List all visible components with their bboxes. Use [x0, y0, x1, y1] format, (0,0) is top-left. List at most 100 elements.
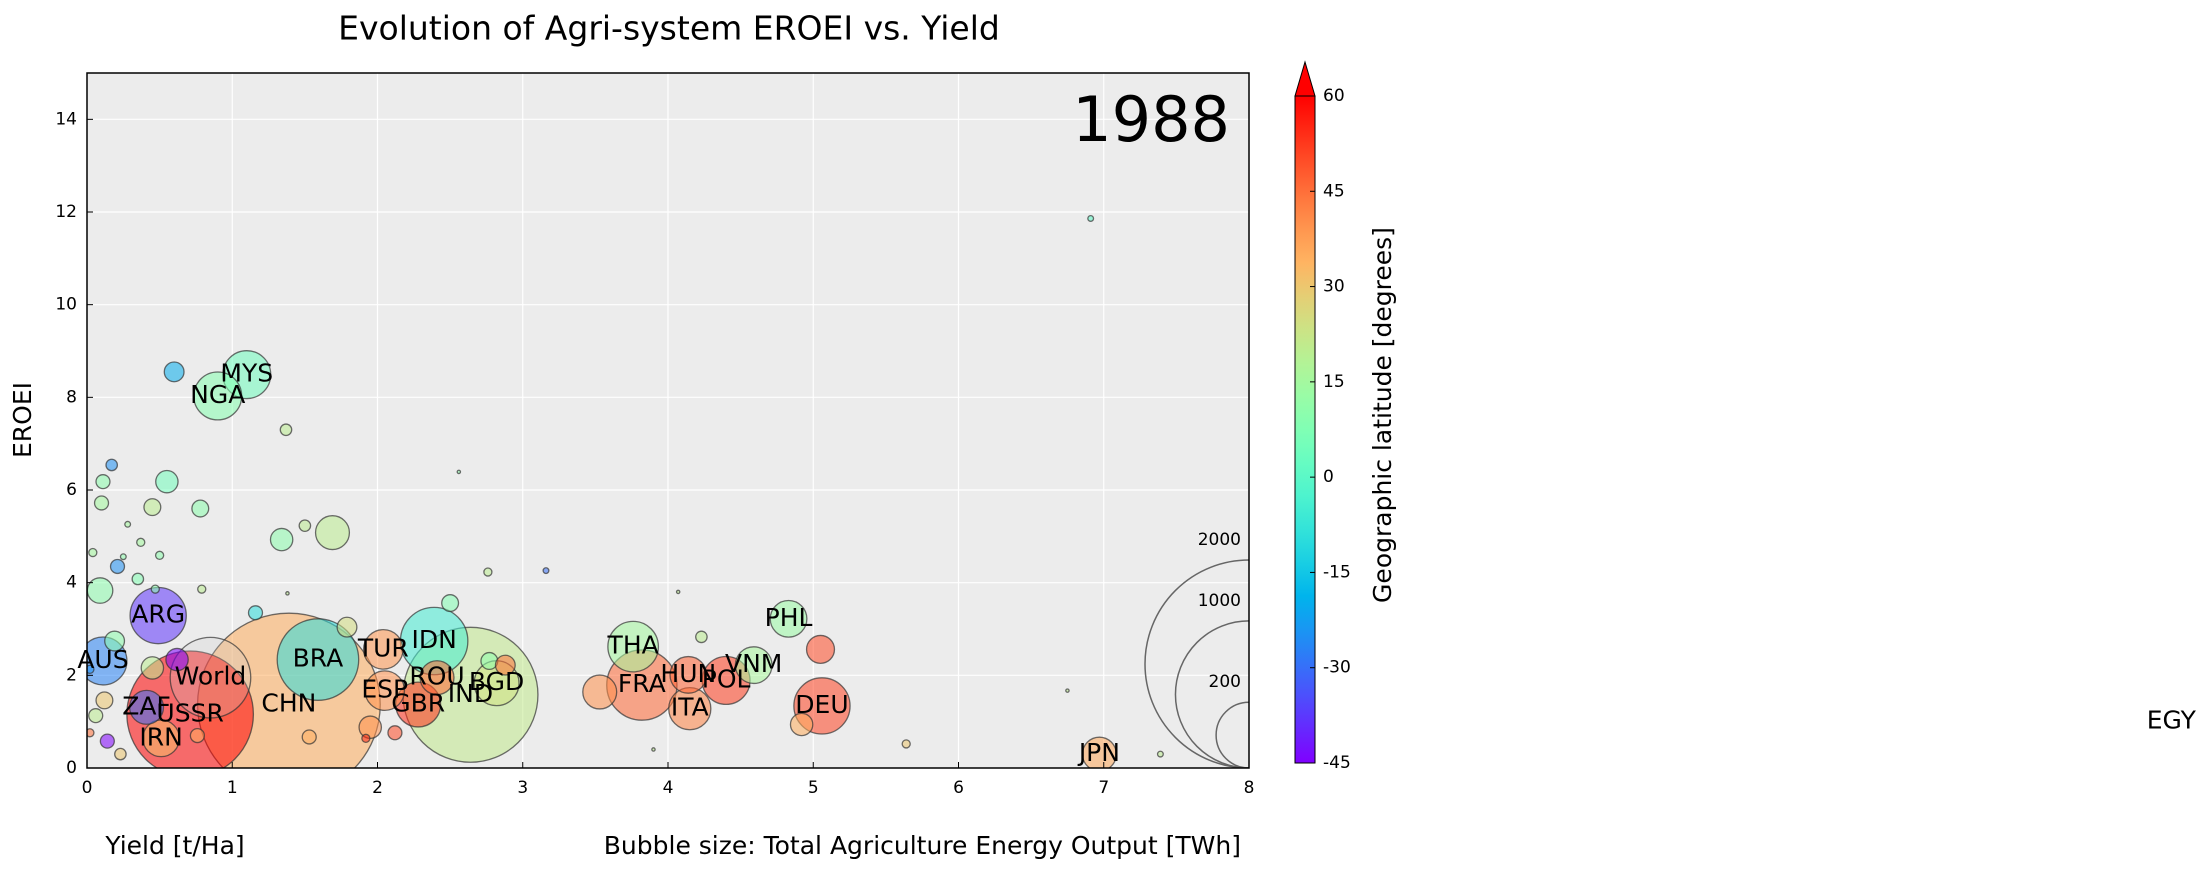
y-tick-label: 0	[66, 758, 77, 778]
bubble	[314, 515, 351, 551]
bubble	[542, 567, 550, 575]
bubble	[269, 527, 294, 552]
bubble	[88, 547, 98, 558]
bubble-label: JPN	[1077, 738, 1120, 767]
bubble-label: ESP	[361, 675, 408, 704]
colorbar-tick-label: 0	[1323, 467, 1334, 487]
size-label: Bubble size: Total Agriculture Energy Ou…	[604, 831, 1241, 860]
bubble-label: IDN	[411, 625, 456, 654]
size-legend-label: 2000	[1198, 530, 1241, 550]
bubble-label: IND	[448, 679, 493, 708]
bubble	[105, 458, 119, 472]
bubble	[95, 474, 111, 490]
bubble-label: CHN	[261, 689, 316, 718]
bubble	[364, 670, 406, 712]
bubble-label: DEU	[795, 690, 848, 719]
bubble	[1156, 750, 1164, 758]
bubble	[114, 747, 127, 761]
colorbar-tick-label: 45	[1323, 181, 1345, 201]
bubble	[279, 423, 293, 437]
bubble-label: BRA	[293, 644, 344, 673]
bubble	[419, 660, 455, 696]
y-tick-label: 4	[66, 573, 77, 593]
bubble	[87, 577, 114, 604]
bubble	[789, 712, 814, 737]
bubble	[193, 371, 243, 421]
x-tick-label: 0	[82, 778, 93, 798]
bubble	[191, 499, 210, 518]
bubble-label: World	[175, 662, 247, 691]
bubble	[155, 469, 179, 494]
size-legend-circle	[1144, 559, 1249, 768]
bubble-label: PHL	[765, 603, 813, 632]
y-tick-label: 2	[66, 665, 77, 685]
bubble	[675, 589, 681, 595]
bubble	[154, 550, 165, 561]
bubble	[142, 719, 181, 758]
year-annotation: 1988	[1072, 83, 1230, 156]
size-legend-circle	[1174, 620, 1249, 768]
bubble	[131, 572, 145, 586]
colorbar-tick-label: 30	[1323, 277, 1345, 297]
bubble	[189, 727, 206, 744]
bubble-label: TUR	[357, 633, 409, 662]
bubble	[387, 725, 403, 741]
bubble-label: ARG	[131, 600, 185, 629]
x-tick-label: 8	[1244, 778, 1255, 798]
bubble-label: AUS	[77, 645, 128, 674]
bubble	[88, 708, 104, 724]
bubble	[358, 715, 383, 740]
bubble-label: ITA	[671, 693, 709, 722]
bubble	[109, 558, 126, 575]
x-tick-label: 5	[808, 778, 819, 798]
bubble	[362, 629, 404, 670]
bubble-label: MYS	[220, 359, 273, 388]
bubble	[95, 691, 114, 710]
bubble	[441, 594, 460, 613]
bubble	[607, 620, 660, 673]
bubble	[163, 361, 185, 383]
bubble	[301, 729, 317, 745]
colorbar-label: Geographic latitude [degrees]	[1368, 227, 1397, 603]
bubble-label: POL	[702, 664, 751, 693]
colorbar-tick-label: -30	[1323, 658, 1351, 678]
bubble	[276, 618, 360, 701]
bubble	[336, 616, 358, 638]
bubble	[298, 519, 312, 533]
bubble	[124, 520, 132, 528]
bubble	[93, 495, 110, 511]
y-tick-label: 6	[66, 480, 77, 500]
bubble	[901, 739, 911, 749]
bubble	[361, 733, 371, 744]
colorbar-tick-label: -15	[1323, 562, 1351, 582]
bubble	[143, 498, 162, 517]
bubble	[140, 656, 165, 680]
bubble-label: EGY	[2147, 706, 2197, 735]
bubble	[169, 636, 252, 719]
bubble	[669, 655, 708, 694]
bubble	[651, 747, 656, 752]
bubble-label: IRN	[139, 722, 182, 751]
bubble-label: FRA	[618, 669, 666, 698]
x-tick-label: 6	[953, 778, 964, 798]
bubble	[285, 591, 290, 596]
colorbar-tick-label: 60	[1323, 86, 1345, 106]
bubble	[769, 599, 808, 638]
bubble	[247, 605, 264, 621]
bubble-label: NGA	[190, 380, 245, 409]
bubble	[483, 567, 493, 577]
x-tick-label: 1	[227, 778, 238, 798]
x-tick-label: 3	[517, 778, 528, 798]
bubble	[494, 654, 516, 676]
bubble	[104, 630, 126, 652]
bubble	[87, 728, 95, 738]
y-tick-label: 14	[55, 109, 77, 129]
bubble-label: ZAF	[122, 691, 171, 720]
size-legend-label: 200	[1209, 672, 1241, 692]
bubble-label: ROU	[409, 662, 464, 691]
bubble	[87, 664, 95, 674]
bubble	[1081, 736, 1117, 768]
y-tick-label: 8	[66, 387, 77, 407]
bubble	[695, 630, 708, 644]
y-tick-label: 12	[55, 202, 77, 222]
